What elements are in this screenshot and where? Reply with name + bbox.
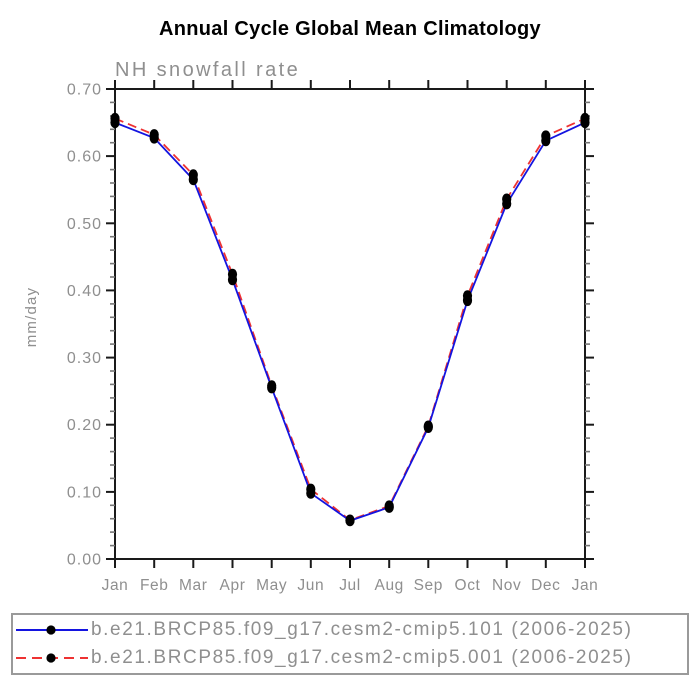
svg-text:Oct: Oct (455, 577, 481, 594)
svg-text:0.40: 0.40 (67, 283, 102, 300)
legend-item-0: b.e21.BRCP85.f09_g17.cesm2-cmip5.101 (20… (13, 616, 687, 644)
legend-line-sample-1 (16, 653, 88, 663)
legend-line-sample-0 (16, 625, 88, 635)
svg-text:0.60: 0.60 (67, 149, 102, 166)
x-axis-ticks (114, 80, 586, 568)
svg-text:Jan: Jan (102, 577, 129, 594)
svg-text:Mar: Mar (179, 577, 208, 594)
y-axis-major-ticks (106, 88, 594, 560)
plot-frame (114, 88, 586, 560)
svg-text:0.30: 0.30 (67, 350, 102, 367)
y-axis-title: mm/day (23, 287, 40, 348)
svg-text:Aug: Aug (375, 577, 404, 594)
series-line-1 (114, 117, 586, 522)
svg-text:0.70: 0.70 (67, 82, 102, 99)
svg-text:Jun: Jun (297, 577, 324, 594)
series-markers (110, 112, 590, 527)
svg-text:Apr: Apr (220, 577, 246, 594)
y-axis-tick-labels: 0.00 0.10 0.20 0.30 0.40 0.50 0.60 0.70 (67, 82, 102, 569)
legend-label-1: b.e21.BRCP85.f09_g17.cesm2-cmip5.001 (20… (91, 647, 633, 669)
svg-text:0.00: 0.00 (67, 552, 102, 569)
chart-title: Annual Cycle Global Mean Climatology (159, 18, 541, 40)
svg-text:Jan: Jan (572, 577, 599, 594)
y-axis-minor-ticks (110, 101, 590, 547)
svg-text:Dec: Dec (531, 577, 560, 594)
svg-text:Sep: Sep (414, 577, 443, 594)
svg-text:May: May (256, 577, 287, 594)
series-line-0 (114, 121, 586, 522)
svg-text:Feb: Feb (140, 577, 169, 594)
svg-text:0.10: 0.10 (67, 484, 102, 501)
svg-text:0.20: 0.20 (67, 417, 102, 434)
annual-cycle-line-chart: 0.00 0.10 0.20 0.30 0.40 0.50 0.60 0.70 Jan Feb Ma… (23, 59, 599, 594)
x-axis-labels: Jan Feb Mar Apr May Jun Jul Aug Sep Oct Nov Dec Jan (102, 577, 599, 594)
legend: b.e21.BRCP85.f09_g17.cesm2-cmip5.101 (20… (11, 613, 689, 675)
svg-text:Nov: Nov (492, 577, 521, 594)
chart-subtitle: NH snowfall rate (115, 59, 300, 81)
legend-item-1: b.e21.BRCP85.f09_g17.cesm2-cmip5.001 (20… (13, 644, 687, 672)
svg-text:0.50: 0.50 (67, 216, 102, 233)
legend-label-0: b.e21.BRCP85.f09_g17.cesm2-cmip5.101 (20… (91, 618, 633, 640)
svg-text:Jul: Jul (339, 577, 361, 594)
